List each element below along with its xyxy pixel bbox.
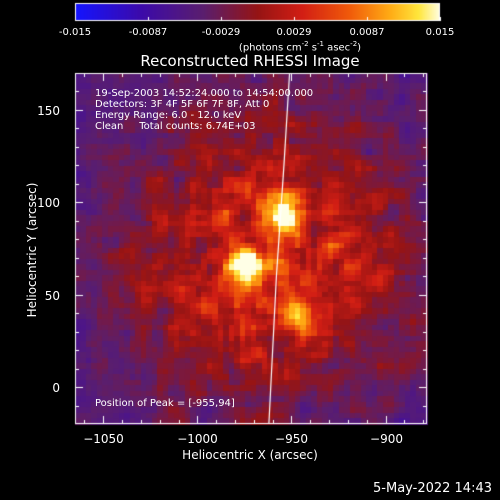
y-tick-label: 50 xyxy=(44,288,60,303)
colorbar-tick: 0.0087 xyxy=(349,27,385,38)
y-tick-label: 100 xyxy=(37,195,60,210)
annotation-energy-range: Energy Range: 6.0 - 12.0 keV xyxy=(95,110,242,121)
colorbar-tick: -0.0087 xyxy=(128,27,168,38)
x-tick-label: −950 xyxy=(275,432,308,446)
annotation-clean-counts: Clean Total counts: 6.74E+03 xyxy=(95,121,256,132)
annotation-peak-position: Position of Peak = [-955,94] xyxy=(95,398,235,409)
footer-date: 5-May-2022 14:43 xyxy=(373,481,492,496)
colorbar-units-label: (photons cm-2 s-1 asec-2) xyxy=(238,40,362,54)
chart-title: Reconstructed RHESSI Image xyxy=(140,52,360,70)
colorbar-tick: -0.0029 xyxy=(201,27,241,38)
colorbar-tick: 0.0029 xyxy=(276,27,312,38)
x-axis-label: Heliocentric X (arcsec) xyxy=(182,448,318,462)
y-tick-label: 0 xyxy=(52,380,60,395)
colorbar-tick: 0.015 xyxy=(425,27,455,38)
y-tick-label: 150 xyxy=(37,103,60,118)
x-tick-label: −900 xyxy=(370,432,403,446)
x-tick-label: −1000 xyxy=(177,432,218,446)
annotation-time-range: 19-Sep-2003 14:52:24.000 to 14:54:00.000 xyxy=(95,88,314,99)
colorbar-tick: -0.015 xyxy=(58,27,92,38)
annotation-detectors: Detectors: 3F 4F 5F 6F 7F 8F, Att 0 xyxy=(95,99,270,110)
x-tick-label: −1050 xyxy=(83,432,124,446)
